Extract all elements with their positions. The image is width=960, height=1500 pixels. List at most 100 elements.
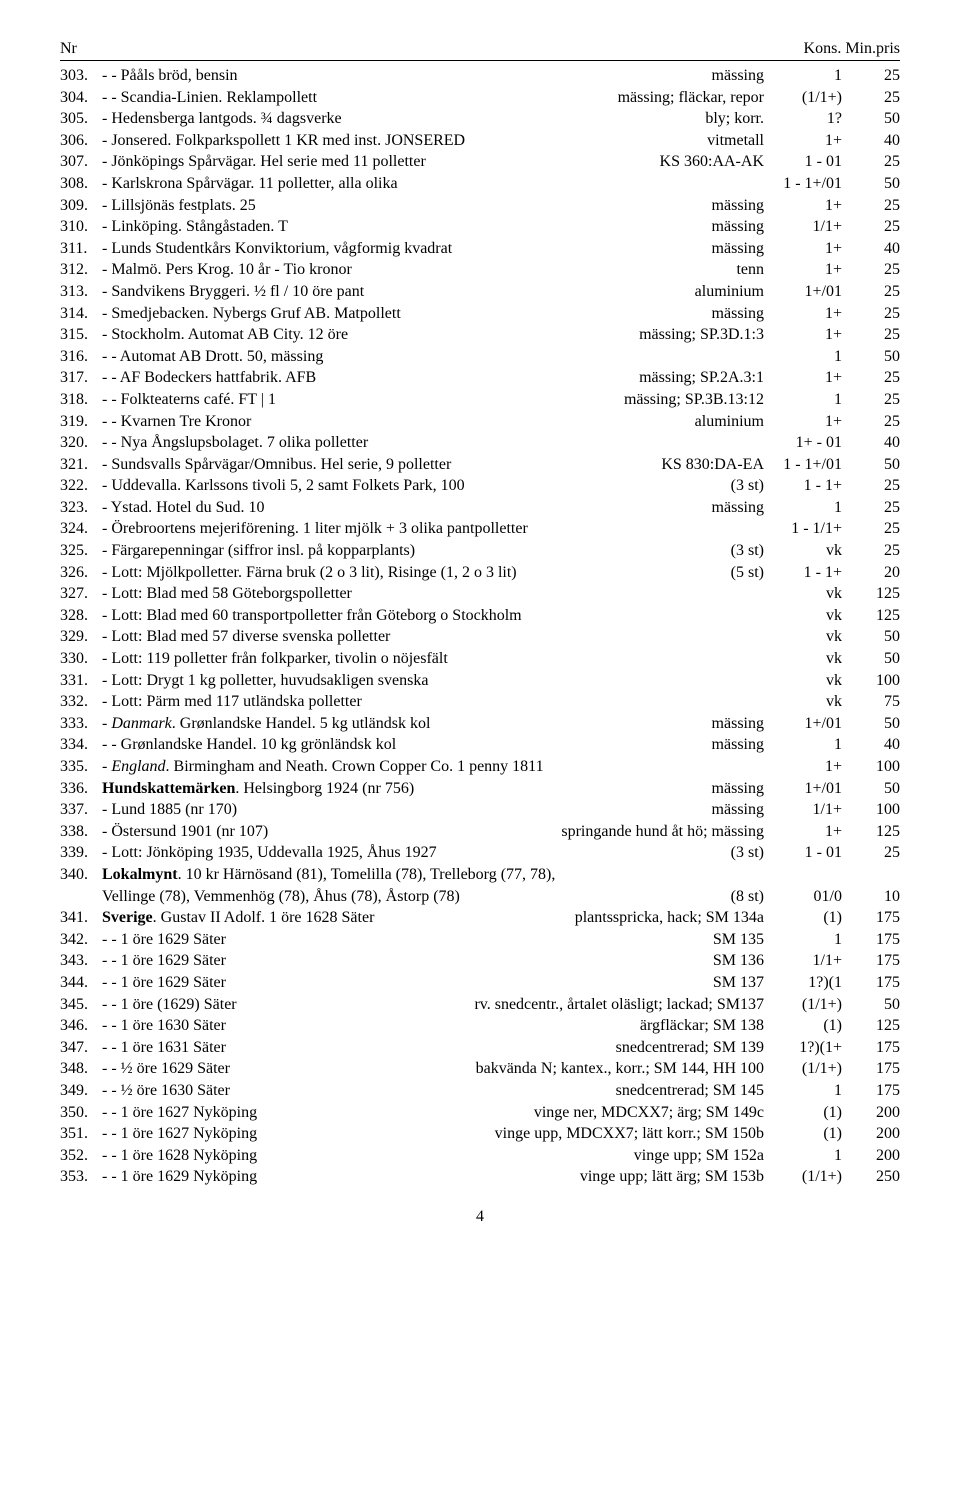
row-description: - Örebroortens mejeriförening. 1 liter m… — [102, 518, 772, 540]
row-price: 25 — [850, 411, 900, 433]
row-description: - - 1 öre 1630 Säterärgfläckar; SM 138 — [102, 1015, 772, 1037]
catalog-row: 330.- Lott: 119 polletter från folkparke… — [60, 648, 900, 670]
row-nr: 330. — [60, 648, 102, 670]
row-nr: 353. — [60, 1166, 102, 1188]
row-nr: 348. — [60, 1058, 102, 1080]
row-nr: 326. — [60, 562, 102, 584]
row-kons: vk — [772, 670, 850, 692]
catalog-row: 315.- Stockholm. Automat AB City. 12 öre… — [60, 324, 900, 346]
row-nr: 341. — [60, 907, 102, 929]
row-spec: mässing — [712, 238, 764, 260]
row-nr: 338. — [60, 821, 102, 843]
row-price: 50 — [850, 778, 900, 800]
row-kons: 1?)(1 — [772, 972, 850, 994]
row-description: - - Scandia-Linien. Reklampollettmässing… — [102, 87, 772, 109]
catalog-row: 327.- Lott: Blad med 58 Göteborgspollett… — [60, 583, 900, 605]
row-kons: 1 — [772, 497, 850, 519]
catalog-row: 307.- Jönköpings Spårvägar. Hel serie me… — [60, 151, 900, 173]
row-spec: ärgfläckar; SM 138 — [640, 1015, 764, 1037]
row-desc-text: - Ystad. Hotel du Sud. 10 — [102, 497, 265, 519]
row-description: - - 1 öre 1627 Nyköpingvinge ner, MDCXX7… — [102, 1102, 772, 1124]
row-desc-text: - Uddevalla. Karlssons tivoli 5, 2 samt … — [102, 475, 465, 497]
row-nr: 349. — [60, 1080, 102, 1102]
row-description: - - 1 öre 1629 SäterSM 136 — [102, 950, 772, 972]
row-desc-text: - Lott: 119 polletter från folkparker, t… — [102, 648, 448, 670]
row-price: 25 — [850, 324, 900, 346]
row-kons: vk — [772, 583, 850, 605]
row-nr: 325. — [60, 540, 102, 562]
row-price: 25 — [850, 281, 900, 303]
catalog-row: 311.- Lunds Studentkårs Konviktorium, vå… — [60, 238, 900, 260]
row-description: - Hedensberga lantgods. ¾ dagsverkebly; … — [102, 108, 772, 130]
catalog-row: 340.Lokalmynt. 10 kr Härnösand (81), Tom… — [60, 864, 900, 886]
row-kons: vk — [772, 648, 850, 670]
row-price: 75 — [850, 691, 900, 713]
row-description: - Lott: Drygt 1 kg polletter, huvudsakli… — [102, 670, 772, 692]
header-pris: Min.pris — [845, 40, 900, 58]
row-desc-text: - Karlskrona Spårvägar. 11 polletter, al… — [102, 173, 398, 195]
row-nr: 336. — [60, 778, 102, 800]
row-spec: aluminium — [695, 281, 764, 303]
row-desc-text: - Lott: Mjölkpolletter. Färna bruk (2 o … — [102, 562, 517, 584]
row-spec: bakvända N; kantex., korr.; SM 144, HH 1… — [476, 1058, 764, 1080]
row-description: - - 1 öre 1627 Nyköpingvinge upp, MDCXX7… — [102, 1123, 772, 1145]
catalog-row: 345.- - 1 öre (1629) Säterrv. snedcentr.… — [60, 994, 900, 1016]
row-spec: KS 360:AA-AK — [660, 151, 764, 173]
row-price: 200 — [850, 1123, 900, 1145]
catalog-row: 353.- - 1 öre 1629 Nyköpingvinge upp; lä… — [60, 1166, 900, 1188]
catalog-row: 341.Sverige. Gustav II Adolf. 1 öre 1628… — [60, 907, 900, 929]
catalog-row: 342.- - 1 öre 1629 SäterSM 1351175 — [60, 929, 900, 951]
row-price: 50 — [850, 173, 900, 195]
row-spec: bly; korr. — [705, 108, 764, 130]
row-desc-text: - Malmö. Pers Krog. 10 år - Tio kronor — [102, 259, 352, 281]
row-price: 40 — [850, 130, 900, 152]
catalog-row: 328.- Lott: Blad med 60 transportpollett… — [60, 605, 900, 627]
row-kons: 1+ — [772, 130, 850, 152]
catalog-row: 336.Hundskattemärken. Helsingborg 1924 (… — [60, 778, 900, 800]
catalog-row: 321.- Sundsvalls Spårvägar/Omnibus. Hel … — [60, 454, 900, 476]
row-desc-text: - - Nya Ångslupsbolaget. 7 olika pollett… — [102, 432, 368, 454]
row-desc-text: - - ½ öre 1630 Säter — [102, 1080, 230, 1102]
row-description: - - 1 öre 1629 SäterSM 137 — [102, 972, 772, 994]
catalog-row: Vellinge (78), Vemmenhög (78), Åhus (78)… — [60, 886, 900, 908]
row-nr: 303. — [60, 65, 102, 87]
row-kons: 1+ — [772, 195, 850, 217]
row-description: - - Pååls bröd, bensinmässing — [102, 65, 772, 87]
row-spec: (5 st) — [731, 562, 764, 584]
row-nr: 329. — [60, 626, 102, 648]
row-price: 50 — [850, 346, 900, 368]
row-kons: 1/1+ — [772, 216, 850, 238]
row-description: - Lund 1885 (nr 170)mässing — [102, 799, 772, 821]
row-kons: (1) — [772, 907, 850, 929]
row-desc-text: - - Folkteaterns café. FT | 1 — [102, 389, 276, 411]
row-nr: 321. — [60, 454, 102, 476]
row-desc-text: - Danmark. Grønlandske Handel. 5 kg utlä… — [102, 713, 430, 735]
row-kons: 1/1+ — [772, 799, 850, 821]
row-kons: 1 - 1+ — [772, 475, 850, 497]
row-description: - Malmö. Pers Krog. 10 år - Tio kronorte… — [102, 259, 772, 281]
header-kons: Kons. — [804, 40, 846, 58]
row-desc-text: - - Automat AB Drott. 50, mässing — [102, 346, 323, 368]
row-description: - - Kvarnen Tre Kronoraluminium — [102, 411, 772, 433]
row-nr: 327. — [60, 583, 102, 605]
row-nr: 315. — [60, 324, 102, 346]
row-price: 50 — [850, 648, 900, 670]
row-nr: 310. — [60, 216, 102, 238]
row-desc-text: - - Kvarnen Tre Kronor — [102, 411, 251, 433]
row-price: 25 — [850, 842, 900, 864]
row-kons: 1 — [772, 389, 850, 411]
row-kons: 1+ — [772, 411, 850, 433]
row-description: - Lott: Pärm med 117 utländska polletter — [102, 691, 772, 713]
row-price: 20 — [850, 562, 900, 584]
row-kons: 1 — [772, 346, 850, 368]
row-price: 40 — [850, 432, 900, 454]
row-kons: 1 - 01 — [772, 151, 850, 173]
catalog-row: 319.- - Kvarnen Tre Kronoraluminium1+25 — [60, 411, 900, 433]
row-description: - Sandvikens Bryggeri. ½ fl / 10 öre pan… — [102, 281, 772, 303]
row-nr: 317. — [60, 367, 102, 389]
row-nr: 347. — [60, 1037, 102, 1059]
row-spec: SM 137 — [713, 972, 764, 994]
row-spec: mässing — [712, 799, 764, 821]
row-spec: mässing; SP.3B.13:12 — [624, 389, 764, 411]
row-kons: 1 — [772, 1145, 850, 1167]
